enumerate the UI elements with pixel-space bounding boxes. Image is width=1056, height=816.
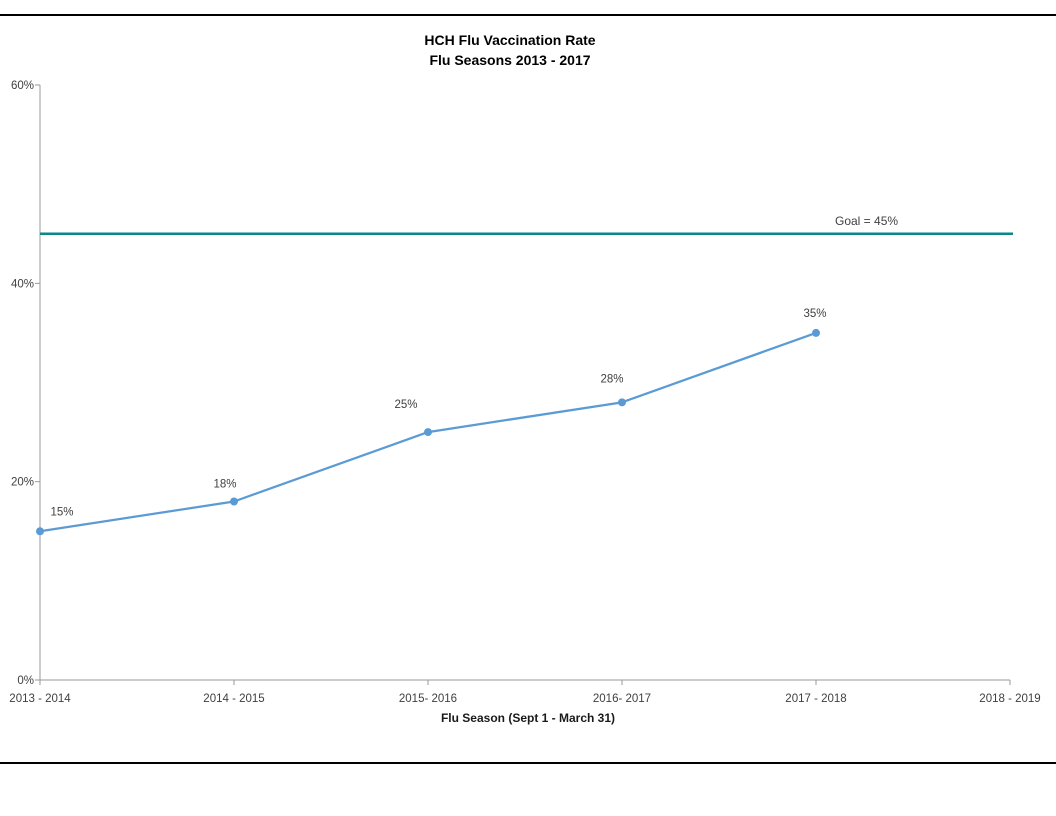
data-point-marker bbox=[618, 398, 626, 407]
chart-title: HCH Flu Vaccination Rate bbox=[424, 32, 596, 48]
chart-title-block: HCH Flu Vaccination Rate Flu Seasons 201… bbox=[0, 30, 1020, 70]
bottom-divider bbox=[0, 762, 1056, 764]
data-point-marker bbox=[812, 328, 820, 337]
goal-line-label: Goal = 45% bbox=[835, 214, 898, 228]
data-point-marker bbox=[36, 527, 44, 536]
data-point-marker bbox=[424, 428, 432, 437]
x-tick-label: 2017 - 2018 bbox=[785, 693, 846, 705]
x-tick-label: 2016- 2017 bbox=[593, 693, 651, 705]
y-tick-label: 20% bbox=[11, 477, 34, 489]
x-axis-title: Flu Season (Sept 1 - March 31) bbox=[440, 711, 616, 725]
data-point-label: 15% bbox=[50, 506, 73, 518]
data-point-label: 25% bbox=[394, 399, 417, 411]
x-tick-label: 2013 - 2014 bbox=[9, 693, 71, 705]
data-point-label: 28% bbox=[600, 373, 623, 385]
x-tick-label: 2014 - 2015 bbox=[203, 693, 264, 705]
y-tick-label: 60% bbox=[11, 80, 34, 92]
data-point-marker bbox=[230, 497, 238, 506]
data-point-label: 18% bbox=[213, 479, 236, 491]
axis-lines bbox=[39, 85, 1010, 681]
y-tick-label: 0% bbox=[17, 675, 34, 687]
x-tick-label: 2018 - 2019 bbox=[979, 693, 1040, 705]
top-divider bbox=[0, 14, 1056, 16]
y-tick-label: 40% bbox=[11, 278, 34, 290]
chart-subtitle: Flu Seasons 2013 - 2017 bbox=[429, 52, 591, 68]
x-tick-label: 2015- 2016 bbox=[399, 693, 457, 705]
data-point-label: 35% bbox=[803, 308, 826, 320]
